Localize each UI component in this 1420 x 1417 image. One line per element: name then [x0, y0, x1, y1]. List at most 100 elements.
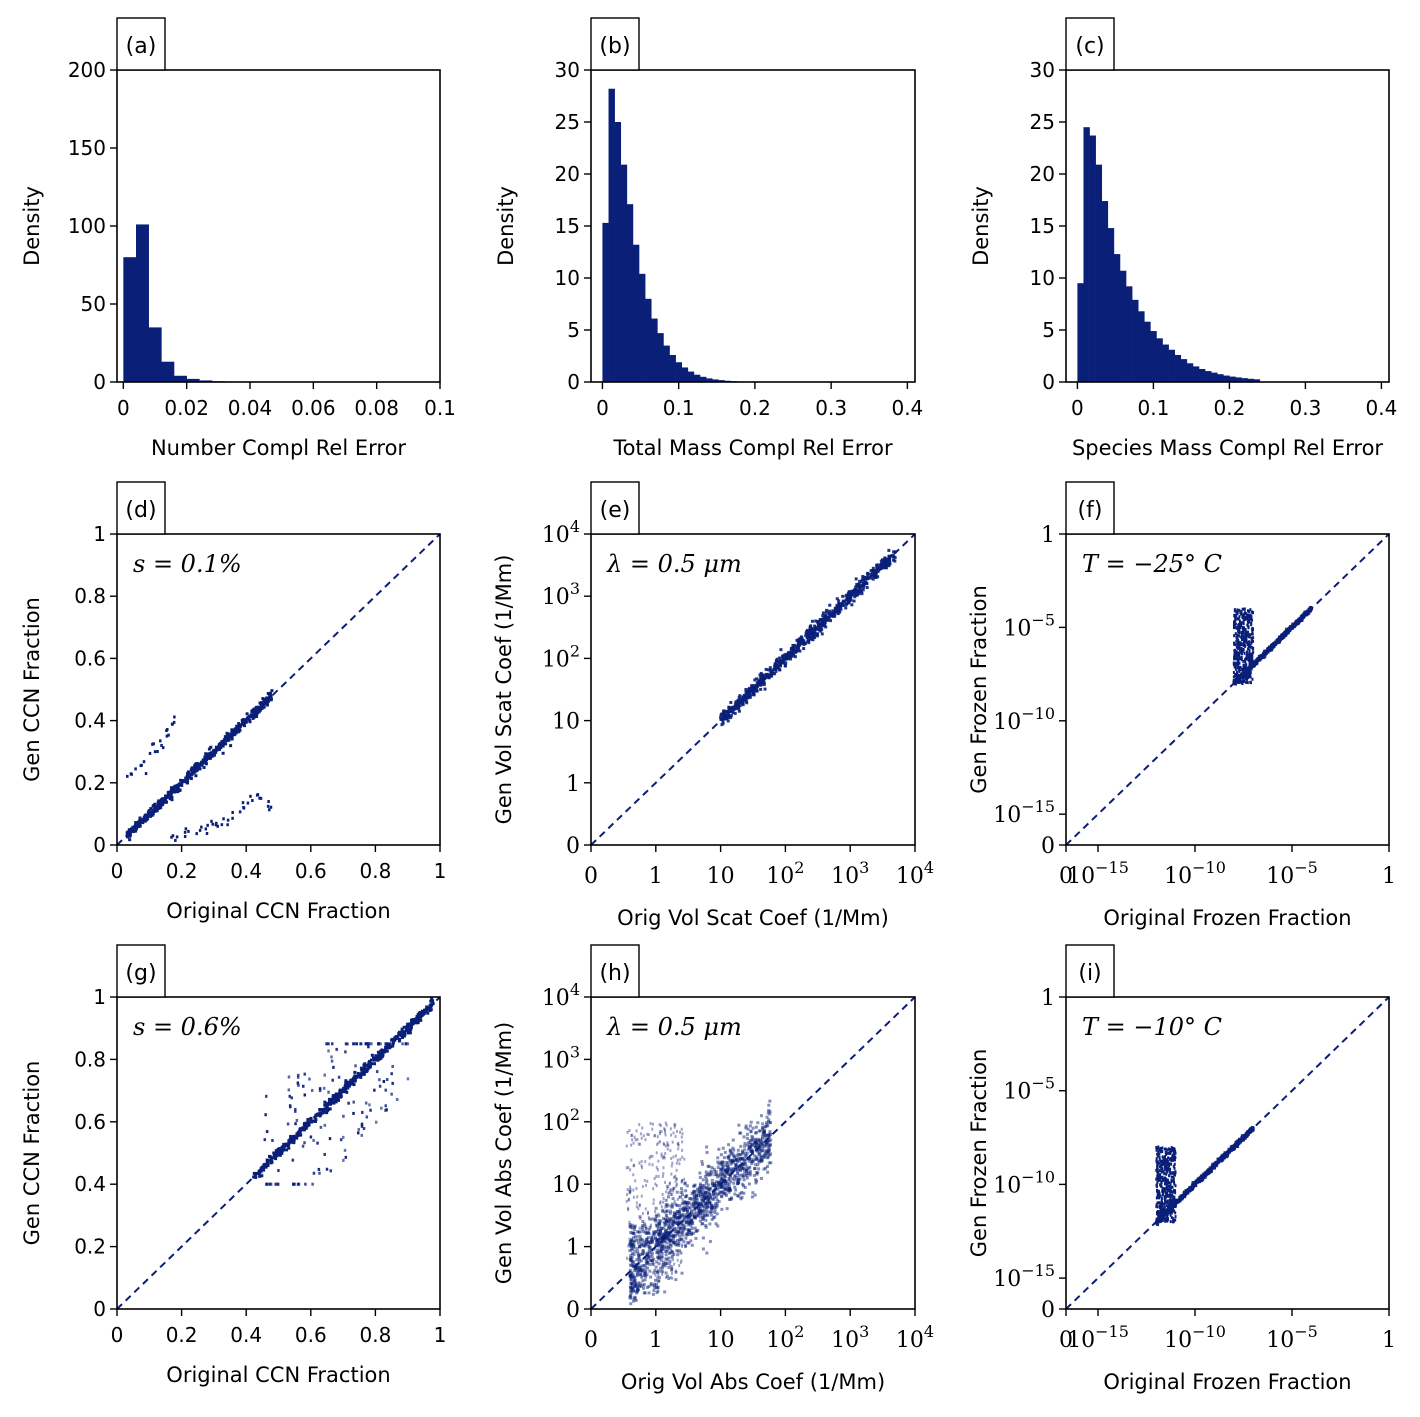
- scatter-point: [635, 1205, 638, 1209]
- scatter-point: [252, 712, 256, 716]
- scatter-point: [312, 1171, 316, 1175]
- scatter-point: [635, 1201, 638, 1205]
- scatter-point: [658, 1130, 661, 1134]
- scatter-point: [657, 1159, 660, 1163]
- scatter-point: [318, 1114, 322, 1118]
- scatter-point: [678, 1212, 682, 1216]
- scatter-point: [669, 1190, 672, 1194]
- scatter-point: [733, 1168, 737, 1172]
- scatter-point: [675, 1231, 678, 1235]
- scatter-point: [864, 577, 868, 581]
- scatter-point: [413, 1019, 417, 1023]
- scatter-point: [766, 1170, 770, 1174]
- scatter-point: [664, 1229, 668, 1233]
- scatter-point: [636, 1288, 640, 1292]
- scatter-point: [687, 1218, 691, 1222]
- scatter-point: [680, 1127, 683, 1131]
- scatter-point: [627, 1208, 630, 1212]
- scatter-point: [1281, 633, 1285, 637]
- scatter-point: [1239, 626, 1242, 630]
- scatter-point: [726, 1165, 730, 1169]
- plot-area: [591, 997, 915, 1309]
- scatter-point: [305, 1121, 309, 1125]
- scatter-point: [390, 1072, 393, 1076]
- scatter-point: [688, 1220, 692, 1224]
- scatter-point: [632, 1164, 635, 1168]
- scatter-point: [364, 1101, 368, 1105]
- scatter-point: [266, 692, 270, 696]
- scatter-point: [750, 1162, 754, 1166]
- histogram-bar: [712, 379, 719, 382]
- scatter-point: [201, 758, 205, 762]
- scatter-point: [709, 1169, 713, 1173]
- scatter-point: [1286, 629, 1290, 633]
- scatter-point: [710, 1193, 714, 1197]
- scatter-point: [759, 683, 763, 687]
- scatter-point: [417, 1011, 421, 1015]
- scatter-point: [696, 1229, 700, 1233]
- scatter-point: [628, 1225, 632, 1229]
- scatter-point: [682, 1240, 686, 1244]
- scatter-point: [736, 1148, 740, 1152]
- scatter-point: [1238, 680, 1241, 684]
- scatter-point: [776, 663, 780, 667]
- scatter-point: [837, 599, 841, 603]
- scatter-point: [688, 1229, 692, 1233]
- scatter-point: [1249, 643, 1252, 647]
- scatter-point: [1243, 651, 1246, 655]
- scatter-point: [349, 1081, 353, 1085]
- scatter-point: [388, 1046, 392, 1050]
- scatter-point: [1233, 655, 1236, 659]
- scatter-point: [379, 1054, 383, 1058]
- scatter-point: [347, 1083, 351, 1087]
- y-axis-label: Gen Vol Scat Coef (1/Mm): [492, 555, 516, 825]
- scatter-point: [1254, 659, 1258, 663]
- scatter-point: [297, 1073, 300, 1077]
- scatter-point: [666, 1234, 670, 1238]
- scatter-point: [680, 1179, 683, 1183]
- scatter-point: [262, 698, 266, 702]
- scatter-point: [1234, 616, 1237, 620]
- scatter-point: [635, 1247, 639, 1251]
- histogram-bar: [123, 257, 137, 382]
- scatter-point: [670, 1256, 673, 1260]
- scatter-point: [662, 1234, 665, 1238]
- scatter-point: [678, 1195, 681, 1199]
- scatter-point: [175, 789, 179, 793]
- scatter-point: [430, 1002, 434, 1006]
- scatter-point: [768, 674, 772, 678]
- plot-area: [1077, 127, 1261, 382]
- scatter-point: [1243, 675, 1246, 679]
- scatter-point: [1233, 649, 1236, 653]
- scatter-point: [659, 1255, 662, 1259]
- scatter-point: [731, 1167, 735, 1171]
- scatter-point: [661, 1265, 665, 1269]
- scatter-point: [747, 1147, 751, 1151]
- x-axis-label: Total Mass Compl Rel Error: [612, 436, 893, 460]
- scatter-point: [690, 1231, 694, 1235]
- scatter-point: [806, 639, 810, 643]
- scatter-point: [646, 1256, 650, 1260]
- scatter-point: [255, 793, 259, 797]
- scatter-point: [686, 1233, 690, 1237]
- scatter-point: [690, 1243, 694, 1247]
- scatter-point: [402, 1025, 406, 1029]
- scatter-point: [342, 1089, 346, 1093]
- scatter-point: [673, 1220, 676, 1224]
- scatter-point: [874, 576, 878, 580]
- scatter-point: [681, 1132, 684, 1136]
- scatter-point: [760, 1139, 764, 1143]
- scatter-point: [796, 644, 800, 648]
- scatter-point: [670, 1172, 673, 1176]
- scatter-point: [390, 1044, 394, 1048]
- scatter-point: [710, 1203, 714, 1207]
- scatter-point: [646, 1236, 649, 1240]
- scatter-point: [168, 797, 172, 801]
- scatter-point: [638, 1230, 642, 1234]
- scatter-point: [381, 1053, 385, 1057]
- scatter-point: [294, 1107, 297, 1111]
- scatter-point: [376, 1050, 380, 1054]
- scatter-point: [634, 1266, 638, 1270]
- scatter-point: [758, 1153, 762, 1157]
- scatter-point: [652, 1187, 655, 1191]
